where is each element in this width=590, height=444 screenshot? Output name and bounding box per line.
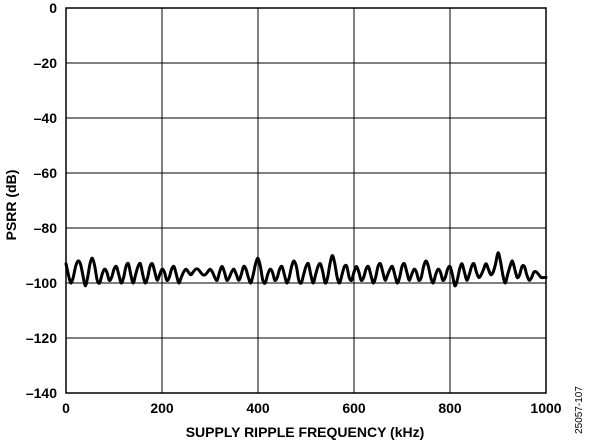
x-tick-label: 200: [150, 400, 174, 416]
y-tick-labels: 0 –20 –40 –60 –80 –100 –120 –140: [26, 0, 57, 401]
y-tick-label: –40: [34, 110, 58, 126]
grid-lines: [65, 7, 547, 394]
y-tick-label: –60: [34, 165, 58, 181]
y-tick-label: –140: [26, 385, 57, 401]
y-tick-label: –100: [26, 275, 57, 291]
y-tick-label: 0: [49, 0, 57, 16]
figure-id-label: 25057-107: [574, 386, 585, 434]
x-tick-label: 600: [342, 400, 366, 416]
y-axis-title: PSRR (dB): [3, 170, 19, 241]
psrr-series-line: [64, 251, 548, 288]
y-tick-label: –120: [26, 330, 57, 346]
x-tick-label: 800: [438, 400, 462, 416]
plot-frame: [65, 7, 547, 394]
x-axis-title: SUPPLY RIPPLE FREQUENCY (kHz): [186, 424, 425, 440]
y-tick-label: –80: [34, 220, 58, 236]
x-tick-label: 400: [246, 400, 270, 416]
x-tick-labels: 0 200 400 600 800 1000: [62, 400, 562, 416]
x-tick-label: 1000: [530, 400, 561, 416]
x-tick-label: 0: [62, 400, 70, 416]
y-tick-label: –20: [34, 55, 58, 71]
